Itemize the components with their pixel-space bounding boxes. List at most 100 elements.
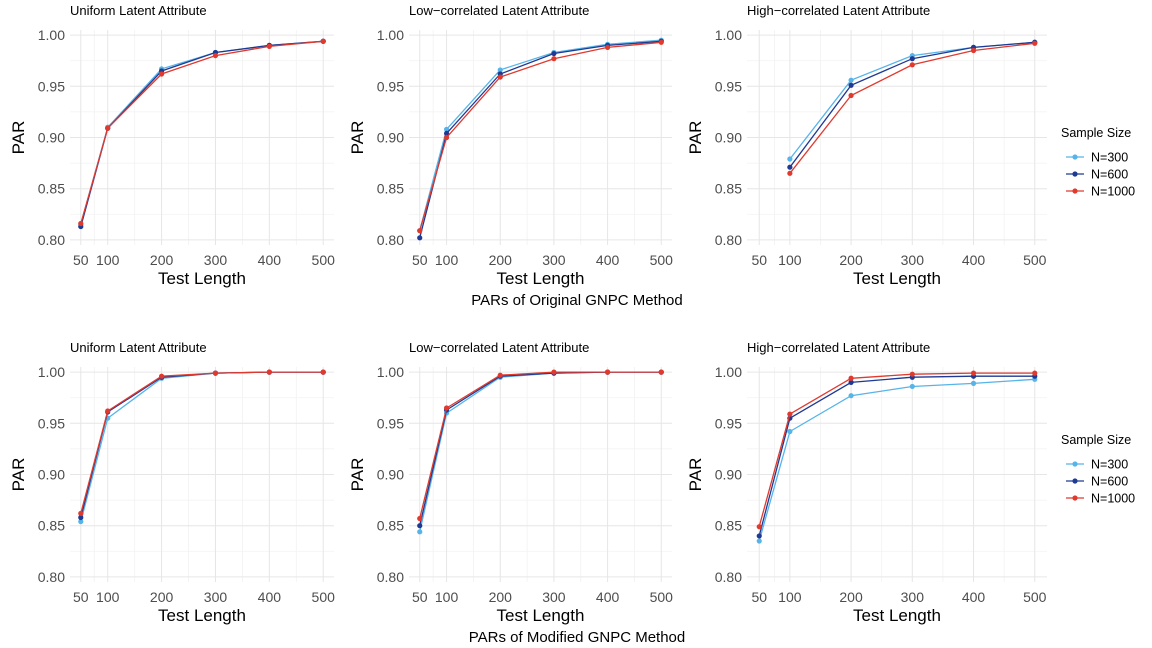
panel-title: Uniform Latent Attribute <box>70 3 207 18</box>
data-point-N=1000 <box>78 220 84 227</box>
data-point-N=1000 <box>497 74 503 80</box>
x-tick-label: 100 <box>96 589 120 605</box>
legend-title: Sample Size <box>1061 433 1131 447</box>
legend-label: N=1000 <box>1091 492 1135 506</box>
data-point-N=600 <box>848 379 854 385</box>
panel-title: High−correlated Latent Attribute <box>747 3 930 18</box>
legend-key-point <box>1072 461 1078 467</box>
x-tick-label: 500 <box>650 589 674 605</box>
x-tick-label: 300 <box>901 589 925 605</box>
data-point-N=1000 <box>212 52 219 59</box>
y-tick-label: 1.00 <box>38 364 65 380</box>
y-axis-title: PAR <box>348 458 367 492</box>
data-point-N=1000 <box>320 38 326 44</box>
y-tick-label: 0.85 <box>715 518 742 534</box>
series-line-N=1000 <box>758 372 1035 527</box>
panel-1: 0.80 0.85 0.90 0.95 1.00 50 100 200 300 400 500 Uni… <box>9 3 335 288</box>
data-point-N=300 <box>848 77 854 83</box>
legend-key-point <box>1072 188 1078 194</box>
data-point-N=1000 <box>320 369 326 375</box>
data-point-N=1000 <box>417 515 423 522</box>
data-point-N=1000 <box>78 510 84 517</box>
data-point-N=300 <box>417 529 423 535</box>
x-axis-title: Test Length <box>497 606 585 625</box>
series-line-N=300 <box>758 378 1035 542</box>
legend-key-point <box>1072 154 1078 160</box>
data-point-N=1000 <box>848 375 854 381</box>
y-tick-label: 0.80 <box>38 569 65 585</box>
series-line-N=600 <box>758 375 1035 537</box>
x-tick-label: 50 <box>73 589 89 605</box>
x-tick-label: 100 <box>778 252 802 268</box>
panel-5: 0.80 0.85 0.90 0.95 1.00 50 100 200 300 400 500 Low… <box>348 340 673 625</box>
data-point-N=1000 <box>105 125 111 131</box>
x-tick-label: 50 <box>751 589 767 605</box>
y-axis-title: PAR <box>686 121 705 155</box>
x-tick-label: 300 <box>204 589 228 605</box>
data-point-N=1000 <box>1032 40 1038 46</box>
legend-key-point <box>1072 478 1078 484</box>
series-line-N=600 <box>80 371 324 518</box>
data-point-N=1000 <box>158 373 165 379</box>
y-tick-label: 0.90 <box>38 130 65 146</box>
x-tick-label: 500 <box>650 252 674 268</box>
y-tick-label: 0.95 <box>38 78 65 94</box>
y-tick-label: 0.80 <box>715 232 742 248</box>
x-tick-label: 500 <box>312 589 336 605</box>
series-line-N=300 <box>419 39 662 231</box>
x-tick-label: 100 <box>96 252 120 268</box>
x-axis-title: Test Length <box>853 606 941 625</box>
x-axis-title: Test Length <box>853 269 941 288</box>
data-point-N=1000 <box>1032 370 1038 376</box>
y-tick-label: 0.90 <box>377 467 404 483</box>
data-point-N=600 <box>78 514 84 521</box>
y-tick-label: 0.85 <box>377 518 404 534</box>
series-line-N=600 <box>419 40 662 238</box>
y-tick-label: 0.85 <box>38 518 65 534</box>
y-tick-label: 0.80 <box>377 232 404 248</box>
x-tick-label: 500 <box>312 252 336 268</box>
x-tick-label: 500 <box>1023 252 1047 268</box>
y-axis-title: PAR <box>9 121 28 155</box>
y-axis-title: PAR <box>686 458 705 492</box>
data-point-N=1000 <box>417 228 423 234</box>
y-axis-title: PAR <box>9 458 28 492</box>
panel-4: 0.80 0.85 0.90 0.95 1.00 50 100 200 300 400 500 Uni… <box>9 340 335 625</box>
y-tick-label: 1.00 <box>715 27 742 43</box>
data-point-N=1000 <box>551 56 557 62</box>
x-tick-label: 200 <box>489 252 513 268</box>
x-tick-label: 50 <box>412 252 428 268</box>
x-axis-title: Test Length <box>158 269 246 288</box>
x-tick-label: 400 <box>596 252 620 268</box>
legend: Sample Size N=300 N=600 N=1000 <box>1061 126 1135 199</box>
data-point-N=1000 <box>551 369 557 375</box>
x-tick-label: 400 <box>596 589 620 605</box>
y-tick-label: 0.95 <box>38 415 65 431</box>
legend-label: N=1000 <box>1091 185 1135 199</box>
data-point-N=1000 <box>158 71 165 77</box>
data-point-N=600 <box>756 533 762 539</box>
series-line-N=600 <box>80 40 324 227</box>
data-point-N=300 <box>756 538 762 544</box>
y-tick-label: 0.85 <box>38 181 65 197</box>
data-point-N=1000 <box>266 43 272 49</box>
data-point-N=1000 <box>756 524 762 530</box>
y-tick-label: 0.95 <box>377 415 404 431</box>
data-point-N=1000 <box>658 369 664 375</box>
x-tick-label: 100 <box>435 589 459 605</box>
data-point-N=600 <box>848 82 854 88</box>
y-tick-label: 0.90 <box>38 467 65 483</box>
x-axis-title: Test Length <box>158 606 246 625</box>
data-point-N=300 <box>78 518 84 525</box>
y-tick-label: 0.85 <box>377 181 404 197</box>
x-tick-label: 500 <box>1023 589 1047 605</box>
row-caption: PARs of Original GNPC Method <box>471 292 682 309</box>
x-tick-label: 50 <box>751 252 767 268</box>
data-point-N=1000 <box>970 370 977 376</box>
data-point-N=1000 <box>970 47 977 54</box>
data-point-N=600 <box>417 235 423 241</box>
y-tick-label: 1.00 <box>38 27 65 43</box>
panel-6: 0.80 0.85 0.90 0.95 1.00 50 100 200 300 400 500 Hig… <box>686 340 1047 625</box>
data-point-N=600 <box>787 164 793 170</box>
data-point-N=300 <box>497 67 503 73</box>
